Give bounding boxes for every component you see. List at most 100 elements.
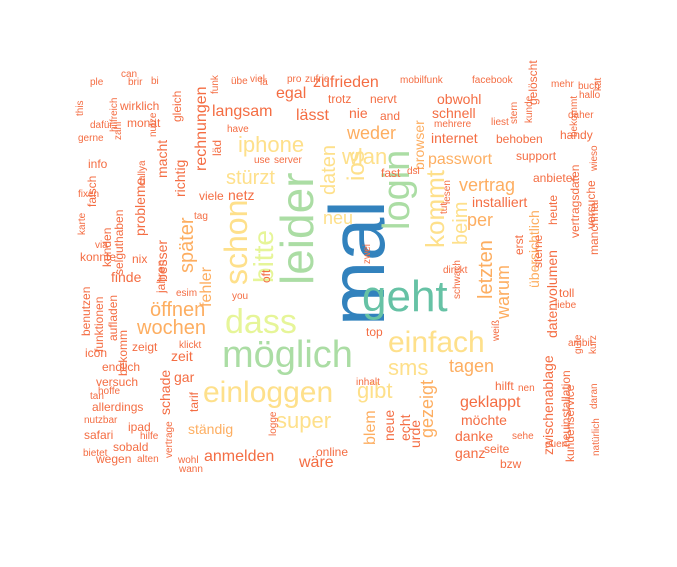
word-cloud-word: gibt: [357, 378, 393, 403]
word-cloud-word: mobilfunk: [400, 75, 443, 86]
word-cloud-word: probleme: [132, 177, 148, 236]
word-cloud-word: daran: [589, 383, 600, 409]
word-cloud-word: and: [380, 109, 401, 123]
word-cloud-word: fehler: [198, 266, 215, 307]
word-cloud-word: erst: [512, 234, 526, 255]
word-cloud-word: läd: [210, 139, 224, 156]
word-cloud-word: möchte: [461, 412, 507, 428]
word-cloud-word: pro: [287, 74, 302, 85]
word-cloud-word: gleich: [170, 90, 184, 122]
word-cloud-word: browser: [411, 120, 427, 170]
word-cloud-word: allerdings: [92, 400, 144, 414]
word-cloud-word: zwei: [362, 243, 373, 264]
word-cloud-word: natürlich: [591, 418, 602, 456]
word-cloud-word: zeigt: [132, 340, 158, 354]
word-cloud-word: hilft: [495, 379, 514, 393]
word-cloud-word: hoffe: [98, 386, 121, 397]
word-cloud-word: nen: [518, 383, 535, 394]
word-cloud-word: blem: [362, 410, 379, 445]
word-cloud-word: neu: [323, 208, 354, 228]
word-cloud-word: can: [121, 69, 138, 80]
word-cloud-word: kunde: [524, 95, 535, 123]
word-cloud-word: leider: [271, 172, 323, 285]
word-cloud-word: passwort: [428, 151, 493, 168]
word-cloud-word: lesen: [442, 180, 453, 204]
word-cloud-word: weiß: [491, 319, 502, 341]
word-cloud-word: tarif: [187, 391, 201, 412]
word-cloud-word: liebe: [555, 300, 577, 311]
word-cloud-word: funktionen: [92, 296, 106, 352]
word-cloud-word: nutze: [148, 112, 159, 137]
word-cloud-word: lä: [260, 77, 268, 88]
word-cloud-word: viel: [250, 74, 266, 85]
word-cloud-word: tag: [194, 211, 208, 222]
word-cloud-word: icon: [85, 346, 108, 360]
word-cloud-word: nutzbar: [84, 415, 118, 426]
word-cloud-word: sobald: [113, 440, 149, 454]
word-cloud-word: dafür: [90, 120, 113, 131]
word-cloud-word: nie: [349, 105, 368, 121]
word-cloud-word: server: [274, 155, 302, 166]
word-cloud-word: anmelden: [204, 448, 275, 465]
word-cloud-word: möglich: [222, 334, 353, 376]
word-cloud-word: vertrag: [459, 175, 516, 195]
word-cloud-word: geht: [362, 272, 448, 321]
word-cloud-word: wegen: [96, 452, 132, 466]
word-cloud-word: daher: [568, 110, 594, 121]
word-cloud-word: callya: [137, 160, 148, 186]
word-cloud-word: gar: [174, 369, 195, 385]
word-cloud-word: kundenservice: [563, 384, 577, 462]
word-cloud-word: oft: [259, 269, 273, 283]
word-cloud-word: ganz: [455, 445, 486, 461]
word-cloud-word: übe: [231, 76, 248, 87]
word-cloud-word: wirklich: [120, 99, 160, 113]
word-cloud-word: monat: [127, 116, 161, 130]
word-cloud-word: vertrage: [164, 421, 175, 458]
word-cloud-word: sterne: [531, 234, 545, 268]
word-cloud-word: info: [88, 157, 108, 171]
word-cloud-word: trotz: [328, 92, 352, 106]
word-cloud-word: heute: [546, 194, 560, 225]
word-cloud-word: bi: [151, 76, 159, 87]
word-cloud-word: versuch: [96, 375, 139, 389]
word-cloud-word: toll: [559, 286, 575, 300]
word-cloud-word: zeit: [171, 348, 193, 364]
word-cloud-word: lässt: [296, 107, 329, 124]
word-cloud-word: per: [467, 210, 494, 230]
word-cloud-word: sehe: [512, 431, 534, 442]
word-cloud-word: super: [276, 408, 332, 433]
word-cloud-word: endlich: [102, 360, 141, 374]
word-cloud-word: top: [366, 325, 383, 339]
word-cloud-word: anbieter: [533, 171, 577, 185]
word-cloud-word: nervt: [370, 92, 397, 106]
word-cloud-word: buch: [578, 81, 600, 92]
word-cloud-word: alten: [137, 454, 159, 465]
word-cloud-word: wann: [179, 464, 203, 475]
word-cloud-word: bekommt: [569, 95, 580, 137]
word-cloud-word: ständig: [188, 421, 234, 437]
word-cloud-word: esim: [176, 288, 198, 299]
word-cloud-word: euen: [545, 439, 568, 450]
word-cloud-word: this: [75, 100, 86, 116]
word-cloud-word: einfach: [388, 326, 485, 359]
word-cloud-word: safari: [84, 428, 114, 442]
word-cloud-word: fixen: [78, 189, 100, 200]
word-cloud-word: inhalt: [356, 377, 380, 388]
word-cloud-word: wochen: [137, 317, 206, 339]
word-cloud-word: wieso: [589, 145, 600, 171]
word-cloud-word: you: [232, 291, 249, 302]
word-cloud-word: daten: [318, 144, 340, 195]
word-cloud-word: benutzen: [79, 286, 93, 336]
word-cloud-word: bekomm: [116, 329, 130, 376]
word-cloud-word: nix: [132, 252, 148, 266]
word-cloud-word: wäre: [299, 454, 334, 471]
word-cloud-word: weder: [347, 123, 397, 143]
word-cloud-word: egal: [276, 85, 307, 102]
word-cloud-word: schade: [157, 369, 173, 415]
word-cloud-word: seite: [484, 442, 510, 456]
word-cloud-word: geklappt: [460, 394, 521, 411]
word-cloud-word: zufrieden: [313, 74, 379, 91]
word-cloud-word: vertragsdaten: [568, 164, 582, 238]
word-cloud-word: schnell: [432, 105, 476, 121]
